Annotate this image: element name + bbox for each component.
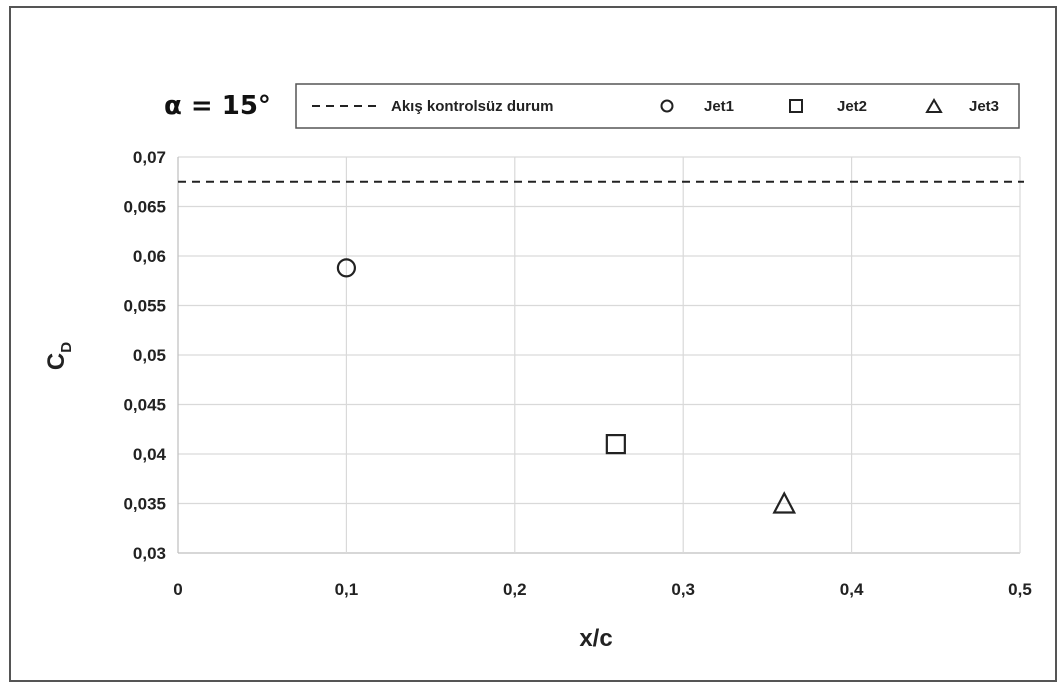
jet1-point <box>336 258 356 278</box>
jet3-point <box>772 491 797 514</box>
y-axis-ticks: 0,03 0,035 0,04 0,045 0,05 0,055 0,06 0,065 0,07 <box>123 148 166 563</box>
y-axis-title-main: C <box>43 353 70 370</box>
markers <box>336 258 797 514</box>
alpha-annotation: α = 15° <box>164 91 271 121</box>
x-tick-label: 0,5 <box>1008 580 1032 599</box>
legend-jet2-marker <box>789 99 803 113</box>
legend-jet1-marker <box>660 99 674 113</box>
legend: Akış kontrolsüz durum Jet1 Jet2 Jet3 <box>295 83 1020 129</box>
y-tick-label: 0,045 <box>123 396 166 415</box>
jet2-point <box>605 434 626 455</box>
y-tick-label: 0,065 <box>123 198 166 217</box>
y-tick-label: 0,04 <box>133 445 167 464</box>
y-tick-label: 0,06 <box>133 247 166 266</box>
x-axis-ticks: 0 0,1 0,2 0,3 0,4 0,5 <box>173 580 1032 599</box>
y-tick-label: 0,055 <box>123 297 166 316</box>
y-tick-label: 0,05 <box>133 346 166 365</box>
svg-text:CD: CD <box>43 342 75 370</box>
x-tick-label: 0,3 <box>671 580 695 599</box>
legend-jet2-label: Jet2 <box>837 98 867 115</box>
x-tick-label: 0,2 <box>503 580 527 599</box>
x-tick-label: 0 <box>173 580 182 599</box>
x-axis-title: x/c <box>579 625 612 652</box>
y-axis-title: CD <box>43 342 75 370</box>
x-tick-label: 0,4 <box>840 580 864 599</box>
y-tick-label: 0,035 <box>123 495 166 514</box>
legend-jet3-label: Jet3 <box>969 98 999 115</box>
y-axis-title-subscript: D <box>58 342 75 353</box>
legend-box <box>295 83 1020 129</box>
y-tick-label: 0,07 <box>133 148 166 167</box>
x-tick-label: 0,1 <box>335 580 359 599</box>
legend-jet3-marker <box>925 98 943 113</box>
grid <box>177 156 1021 554</box>
legend-reference-label: Akış kontrolsüz durum <box>391 98 554 115</box>
y-tick-label: 0,03 <box>133 544 166 563</box>
legend-jet1-label: Jet1 <box>704 98 734 115</box>
